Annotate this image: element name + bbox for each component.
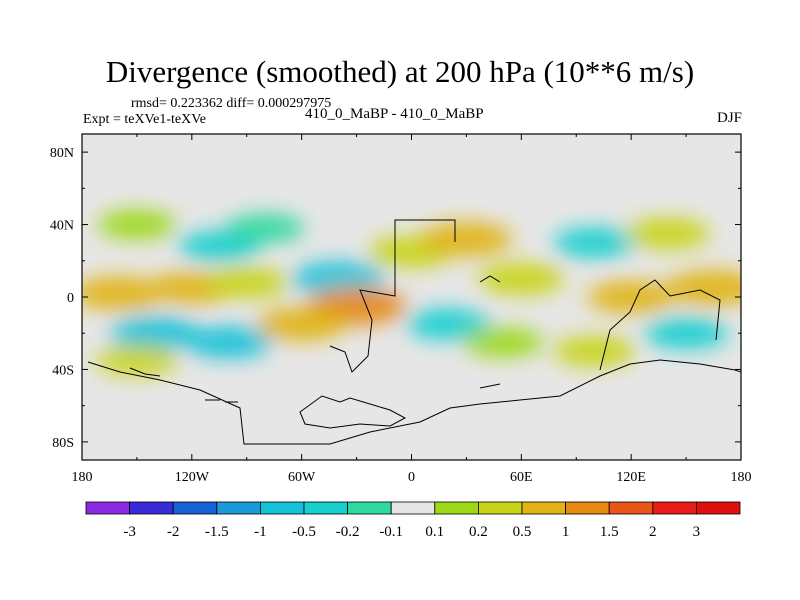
field-patch [406, 308, 491, 340]
season-label: DJF [716, 110, 742, 126]
x-tick-label: 180 [72, 470, 93, 485]
colorbar-swatch [434, 501, 479, 515]
field-patch [420, 221, 513, 257]
colorbar-label: -1.5 [205, 524, 229, 540]
colorbar-label: 2 [649, 524, 657, 540]
field-patch [625, 218, 710, 250]
field-patch [665, 269, 741, 306]
colorbar-label: -1 [254, 524, 267, 540]
colorbar-swatch [259, 501, 305, 515]
y-tick-label: 0 [67, 291, 74, 306]
x-tick-label: 180 [731, 470, 752, 485]
field-patch [225, 213, 305, 243]
colorbar-swatch [696, 501, 741, 515]
y-tick-label: 40S [52, 363, 74, 378]
colorbar-swatch [216, 501, 261, 515]
rmsd-diff-text: rmsd= 0.223362 diff= 0.000297975 [131, 96, 332, 111]
colorbar-label: 1 [562, 524, 570, 540]
colorbar-swatch [303, 501, 348, 515]
colorbar-label: -2 [167, 524, 180, 540]
y-tick-label: 80S [52, 436, 74, 451]
colorbar-swatch [85, 501, 130, 515]
x-tick-label: 120E [616, 470, 646, 485]
coastline [87, 219, 741, 445]
y-tick-label: 40N [50, 219, 74, 234]
colorbar-label: -0.2 [336, 524, 360, 540]
colorbar-label: -0.5 [292, 524, 316, 540]
x-tick-label: 60W [288, 470, 316, 485]
colorbar-label: 3 [693, 524, 701, 540]
chart-title: Divergence (smoothed) at 200 hPa (10**6 … [105, 54, 695, 89]
colorbar-label: 0.1 [425, 524, 444, 540]
colorbar-label: 0.5 [513, 524, 532, 540]
field-patch [256, 307, 347, 341]
x-tick-label: 120W [175, 470, 210, 485]
colorbar-swatch [521, 501, 566, 515]
field-patch [82, 276, 165, 311]
x-axis: 180 120W 60W 0 60E 120E 180 [72, 134, 752, 485]
x-tick-label: 0 [408, 470, 415, 485]
colorbar-swatch [390, 501, 436, 515]
field-patch [553, 336, 636, 367]
field-patch [644, 317, 729, 349]
field-patch [110, 316, 201, 351]
field-patch [587, 280, 676, 314]
field-patch [97, 209, 177, 240]
colorbar-swatch [129, 501, 174, 515]
experiment-label: Expt = teXVe1-teXVe [83, 112, 206, 127]
colorbar-swatch [172, 501, 218, 515]
field-patch [204, 266, 289, 299]
field-patch [463, 327, 544, 358]
x-tick-label: 60E [510, 470, 533, 485]
field-patch [95, 345, 178, 376]
colorbar-label: 1.5 [600, 524, 619, 540]
colorbar-label: -3 [123, 524, 136, 540]
field-patch [478, 262, 565, 295]
y-tick-label: 80N [50, 146, 74, 161]
colorbar-swatch [347, 501, 392, 515]
field-patch [553, 227, 636, 258]
colorbar-swatch [652, 501, 697, 515]
colorbar-label: -0.1 [379, 524, 403, 540]
colorbar-label: 0.2 [469, 524, 488, 540]
colorbar-swatch [477, 501, 523, 515]
y-axis: 80N 40N 0 40S 80S [50, 146, 741, 451]
colorbar-swatch [608, 501, 654, 515]
contour-field [82, 209, 741, 376]
run-comparison-label: 410_0_MaBP - 410_0_MaBP [305, 106, 484, 122]
field-patch [185, 326, 272, 359]
colorbar-swatch [565, 501, 610, 515]
colorbar: -3 -2 -1.5 -1 -0.5 -0.2 -0.1 0.1 0.2 0.5 1 1.5 2 3 [85, 501, 741, 540]
